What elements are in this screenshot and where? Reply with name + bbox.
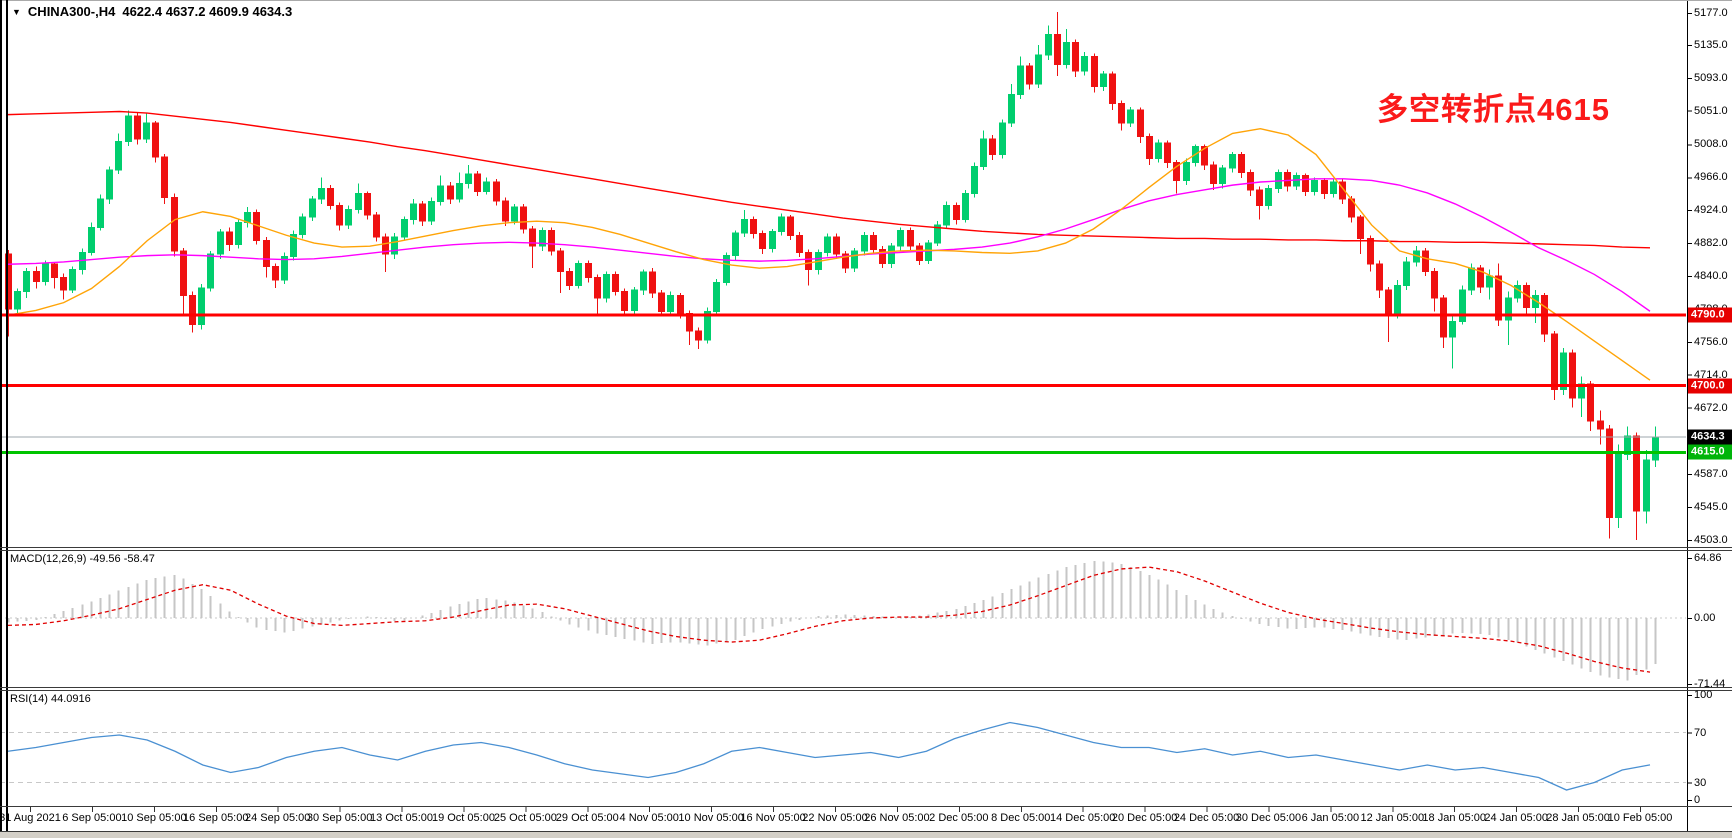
macd-rsi-separator[interactable] <box>0 687 1732 688</box>
time-axis-label: 8 Dec 05:00 <box>991 812 1051 824</box>
panel-left-border <box>6 0 8 832</box>
time-axis-label: 10 Feb 05:00 <box>1607 812 1673 824</box>
price-tag-4790.0: 4790.0 <box>1688 307 1732 323</box>
time-axis-label: 22 Nov 05:00 <box>802 812 868 824</box>
time-axis-label: 19 Oct 05:00 <box>431 812 495 824</box>
time-axis-label: 28 Jan 05:00 <box>1546 812 1610 824</box>
macd-indicator-label: MACD(12,26,9) -49.56 -58.47 <box>10 553 155 565</box>
chart-title: ▼ CHINA300-,H4 4622.4 4637.2 4609.9 4634.3 <box>12 4 292 19</box>
price-axis-label: 5093.0 <box>1694 71 1728 84</box>
ma-fast-orange-line <box>7 128 1651 381</box>
macd-axis-label: 64.86 <box>1694 552 1722 564</box>
time-axis-label: 10 Sep 05:00 <box>121 812 187 824</box>
price-axis-label: 4924.0 <box>1694 204 1728 217</box>
rsi-axis-label: 0 <box>1694 794 1701 806</box>
time-axis-label: 2 Dec 05:00 <box>929 812 989 824</box>
price-axis-label: 5135.0 <box>1694 38 1728 51</box>
rsi-line <box>7 721 1651 791</box>
price-axis-label: 4840.0 <box>1694 270 1728 282</box>
price-axis-label: 4966.0 <box>1694 171 1728 184</box>
macd-rsi-separator-2[interactable] <box>0 690 1732 691</box>
rsi-axis-label: 70 <box>1694 726 1707 739</box>
macd-histogram-layer <box>7 561 1657 681</box>
price-axis-label: 4714.0 <box>1694 368 1728 381</box>
time-axis-label: 10 Nov 05:00 <box>678 812 744 824</box>
symbol-period-label: CHINA300-,H4 <box>27 4 116 19</box>
time-axis-label: 12 Jan 05:00 <box>1360 812 1425 824</box>
price-axis-label: 4756.0 <box>1694 335 1728 348</box>
chart-dropdown-icon[interactable]: ▼ <box>12 6 21 17</box>
rsi-axis-label: 100 <box>1694 689 1713 701</box>
time-axis-label: 18 Jan 05:00 <box>1422 812 1487 824</box>
ma-slow-red-line <box>7 110 1651 249</box>
window-left-border <box>0 0 2 832</box>
price-axis-label: 4587.0 <box>1694 468 1728 481</box>
time-axis-label: 24 Dec 05:00 <box>1173 812 1240 824</box>
bottom-scroll-strip[interactable] <box>0 832 1732 838</box>
time-axis-label: 30 Dec 05:00 <box>1235 812 1302 824</box>
time-axis-label: 6 Jan 05:00 <box>1301 812 1360 824</box>
time-axis-label: 30 Sep 05:00 <box>306 812 373 824</box>
time-axis-label: 20 Dec 05:00 <box>1111 812 1178 824</box>
time-axis-label: 24 Sep 05:00 <box>244 812 311 824</box>
time-axis-label: 31 Aug 2021 <box>0 812 61 824</box>
price-axis-label: 5008.0 <box>1694 138 1728 151</box>
price-axis-label: 5177.0 <box>1694 7 1728 19</box>
price-tag-4700.0: 4700.0 <box>1688 378 1732 394</box>
candles-layer <box>5 12 1659 540</box>
price-axis-label: 4503.0 <box>1694 534 1728 546</box>
macd-axis-label: -71.44 <box>1694 678 1726 691</box>
time-axis-label: 26 Nov 05:00 <box>864 812 930 824</box>
time-axis-label: 14 Dec 05:00 <box>1049 812 1116 824</box>
time-axis-label: 16 Nov 05:00 <box>740 812 806 824</box>
price-axis-label: 5051.0 <box>1694 104 1728 117</box>
time-axis-label: 25 Oct 05:00 <box>493 812 557 824</box>
price-tag-4615.0: 4615.0 <box>1688 444 1732 460</box>
time-axis-label: 16 Sep 05:00 <box>183 812 249 824</box>
macd-axis-label: 0.00 <box>1694 612 1716 624</box>
time-axis-label: 29 Oct 05:00 <box>555 812 619 824</box>
time-axis-label: 13 Oct 05:00 <box>370 812 434 824</box>
ma-mid-magenta-line <box>7 178 1651 312</box>
rsi-axis-label: 30 <box>1694 776 1707 789</box>
time-axis-border <box>0 806 1732 807</box>
main-macd-separator[interactable] <box>0 547 1732 548</box>
turning-point-annotation[interactable]: 多空转折点4615 <box>1377 92 1610 127</box>
price-tag-4634.3: 4634.3 <box>1688 429 1732 445</box>
time-axis-label: 4 Nov 05:00 <box>619 812 679 824</box>
bottom-border <box>0 831 1732 832</box>
price-axis-label: 4882.0 <box>1694 237 1728 250</box>
main-macd-separator-2[interactable] <box>0 550 1732 551</box>
price-axis-label: 4672.0 <box>1694 401 1728 414</box>
window-top-border <box>0 0 1732 1</box>
price-axis-label: 4545.0 <box>1694 501 1728 514</box>
time-axis-label: 6 Sep 05:00 <box>62 812 122 824</box>
macd-signal-line <box>7 566 1651 673</box>
rsi-indicator-label: RSI(14) 44.0916 <box>10 693 91 705</box>
time-axis-label: 24 Jan 05:00 <box>1484 812 1548 824</box>
ohlc-quote-label: 4622.4 4637.2 4609.9 4634.3 <box>122 4 293 19</box>
